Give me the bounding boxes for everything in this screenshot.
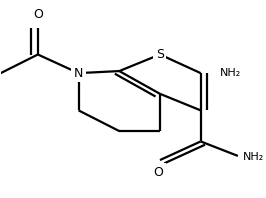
Text: NH₂: NH₂ xyxy=(220,68,242,78)
Text: O: O xyxy=(33,8,43,21)
Text: O: O xyxy=(153,166,163,179)
Text: N: N xyxy=(74,67,83,80)
Text: S: S xyxy=(156,48,164,61)
Text: NH₂: NH₂ xyxy=(243,152,264,162)
